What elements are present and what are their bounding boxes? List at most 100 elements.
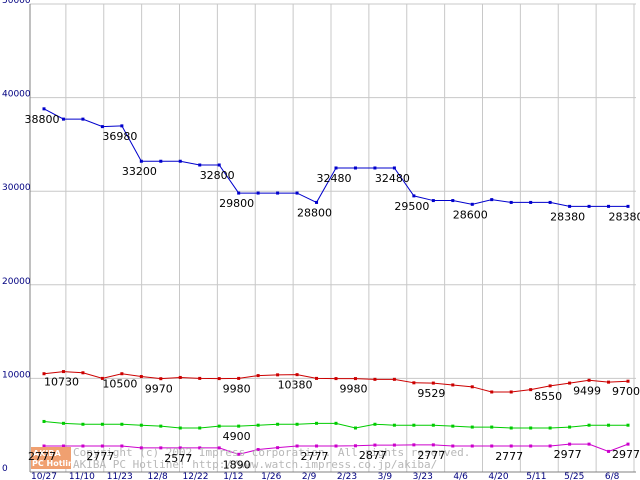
x-tick-label: 11/23 [107,472,133,480]
data-point [392,166,396,170]
data-label: 2777 [301,450,329,463]
data-point [315,376,319,380]
data-point [295,422,299,426]
data-point [334,444,338,448]
y-tick-label: 30000 [2,183,31,193]
x-tick-label: 11/10 [69,472,95,480]
data-label: 9529 [417,387,445,400]
data-point [529,200,533,204]
data-point [256,423,260,427]
x-tick-label: 2/9 [302,472,317,480]
data-point [237,376,241,380]
data-point [81,422,85,426]
data-point [42,107,46,111]
data-point [276,422,280,426]
data-label: 9980 [223,382,251,395]
data-series [42,107,630,456]
data-point [470,385,474,389]
data-point [548,384,552,388]
data-point [529,444,533,448]
x-tick-label: 5/25 [564,472,584,480]
data-point [315,421,319,425]
data-point [373,166,377,170]
x-tick-label: 4/20 [488,472,508,480]
data-point [198,446,202,450]
data-point [509,426,513,430]
data-point [431,443,435,447]
y-tick-label: 0 [2,464,8,474]
data-point [548,426,552,430]
data-point [626,423,630,427]
data-label: 29800 [219,197,254,210]
x-tick-label: 4/6 [453,472,468,480]
data-point [392,443,396,447]
data-label: 38800 [25,113,60,126]
data-point [626,204,630,208]
data-point [139,423,143,427]
data-point [490,444,494,448]
y-tick-label: 20000 [2,277,31,287]
data-point [237,452,241,456]
data-point [353,166,357,170]
data-point [587,442,591,446]
data-label: 9970 [145,383,173,396]
data-point [626,379,630,383]
y-tick-label: 40000 [2,90,31,100]
x-tick-labels: 10/27 11/10 11/23 12/8 12/22 1/12 1/26 2/9 2/23 3… [31,472,620,480]
data-label: 2777 [86,450,114,463]
data-point [81,444,85,448]
data-point [490,198,494,202]
data-label: 2777 [495,450,523,463]
data-label: 9700 [612,385,640,398]
data-point [587,423,591,427]
data-point [217,163,221,167]
data-point [256,374,260,378]
data-point [451,424,455,428]
data-point [276,446,280,450]
data-label: 32480 [375,172,410,185]
data-point [412,443,416,447]
data-point [431,199,435,203]
data-point [61,421,65,425]
x-tick-label: 2/23 [337,472,357,480]
data-point [568,381,572,385]
watermark-line-1: Copyright (c) 2002 Impress corporation. … [73,446,470,459]
data-point [470,444,474,448]
x-tick-label: 3/9 [378,472,393,480]
data-point [61,444,65,448]
data-point [81,371,85,375]
data-point [529,388,533,392]
data-point [178,375,182,379]
data-point [256,448,260,452]
data-point [295,373,299,377]
data-point [548,200,552,204]
data-point [470,202,474,206]
data-label: 9499 [573,384,601,397]
data-point [607,380,611,384]
x-tick-label: 6/8 [605,472,620,480]
data-point [178,159,182,163]
data-label: 2777 [417,449,445,462]
x-tick-label: 1/12 [223,472,243,480]
badge-bottom-text: PC Hotline! [32,459,83,468]
data-label: 9980 [339,383,367,396]
data-label: 28380 [609,210,640,223]
data-point [295,191,299,195]
data-label: 28600 [453,208,488,221]
data-point [61,117,65,121]
data-point [198,376,202,380]
data-point [353,444,357,448]
data-point [256,191,260,195]
data-point [159,377,163,381]
x-tick-label: 12/8 [148,472,168,480]
data-label: 28800 [297,206,332,219]
data-point [198,426,202,430]
x-tick-label: 12/22 [183,472,209,480]
data-point [373,422,377,426]
data-point [42,372,46,376]
data-label: 10380 [278,379,313,392]
data-point [412,381,416,385]
data-point [139,375,143,379]
data-point [159,446,163,450]
